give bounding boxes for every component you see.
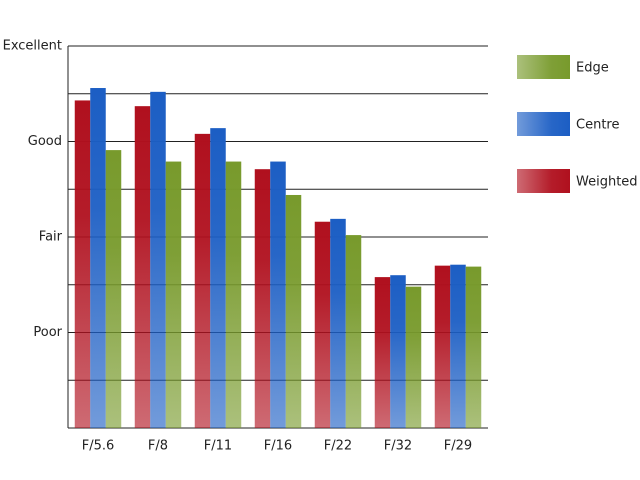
bar: [465, 266, 482, 428]
x-tick-label: F/32: [384, 439, 412, 454]
x-tick-label: F/8: [148, 439, 168, 454]
bar: [330, 218, 346, 428]
bar: [90, 88, 106, 429]
x-tick-label: F/5.6: [82, 439, 115, 454]
y-tick-label: Excellent: [3, 39, 62, 54]
legend-swatch: [517, 55, 570, 79]
legend-label: Centre: [576, 118, 619, 133]
bar: [345, 235, 362, 428]
x-tick-label: F/16: [264, 439, 292, 454]
bar: [165, 161, 182, 428]
legend-label: Edge: [576, 61, 609, 76]
x-tick-label: F/11: [204, 439, 232, 454]
bar: [254, 169, 271, 428]
bar: [74, 100, 91, 428]
bar: [134, 106, 151, 428]
bar: [434, 265, 451, 428]
bar: [390, 275, 406, 428]
bar: [194, 133, 211, 429]
bar: [450, 264, 466, 428]
bar: [374, 277, 391, 428]
y-tick-label: Good: [28, 134, 62, 149]
bar: [405, 286, 422, 428]
bar: [225, 161, 242, 428]
bar: [105, 150, 122, 428]
bar: [270, 161, 286, 428]
x-tick-label: F/29: [444, 439, 472, 454]
y-tick-label: Poor: [33, 325, 62, 340]
bar: [314, 221, 331, 428]
bar: [210, 128, 226, 428]
legend-swatch: [517, 169, 570, 193]
bar: [150, 91, 166, 428]
legend-swatch: [517, 112, 570, 136]
bar: [285, 194, 302, 428]
x-tick-label: F/22: [324, 439, 352, 454]
legend-label: Weighted: [576, 175, 638, 190]
y-tick-label: Fair: [39, 230, 63, 245]
